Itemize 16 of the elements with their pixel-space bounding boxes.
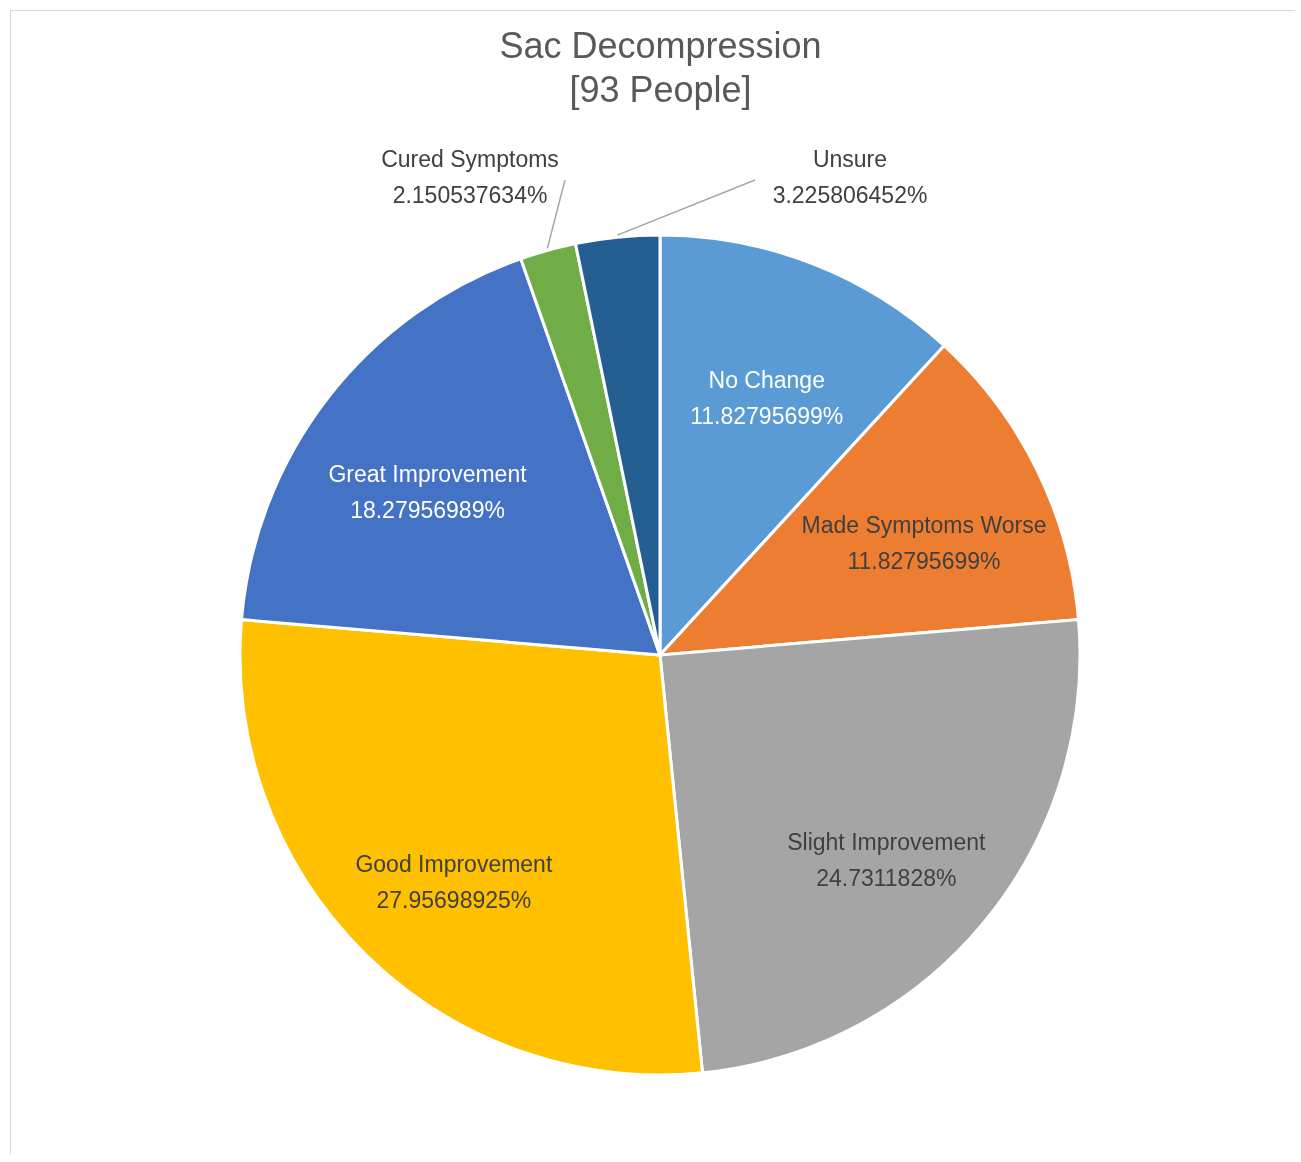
data-label: 11.82795699% bbox=[847, 547, 1001, 574]
data-label: 27.95698925% bbox=[376, 886, 532, 913]
data-label: 3.225806452% bbox=[772, 182, 928, 208]
chart-subtitle: [93 People] bbox=[569, 69, 752, 110]
slice-label: Good Improvement bbox=[355, 850, 553, 877]
data-label: 18.27956989% bbox=[350, 497, 505, 524]
slice-label: Made Symptoms Worse bbox=[801, 511, 1047, 538]
chart-title: Sac Decompression bbox=[499, 25, 822, 66]
data-label: 11.82795699% bbox=[690, 403, 844, 430]
slice-label: Great Improvement bbox=[328, 461, 528, 488]
data-label: 24.7311828% bbox=[816, 864, 957, 891]
data-label: 2.150537634% bbox=[392, 182, 548, 208]
slice-label: Unsure bbox=[812, 146, 888, 172]
slice-label: No Change bbox=[708, 367, 825, 394]
slice-label: Slight Improvement bbox=[787, 828, 986, 855]
slice-label: Cured Symptoms bbox=[381, 146, 559, 172]
